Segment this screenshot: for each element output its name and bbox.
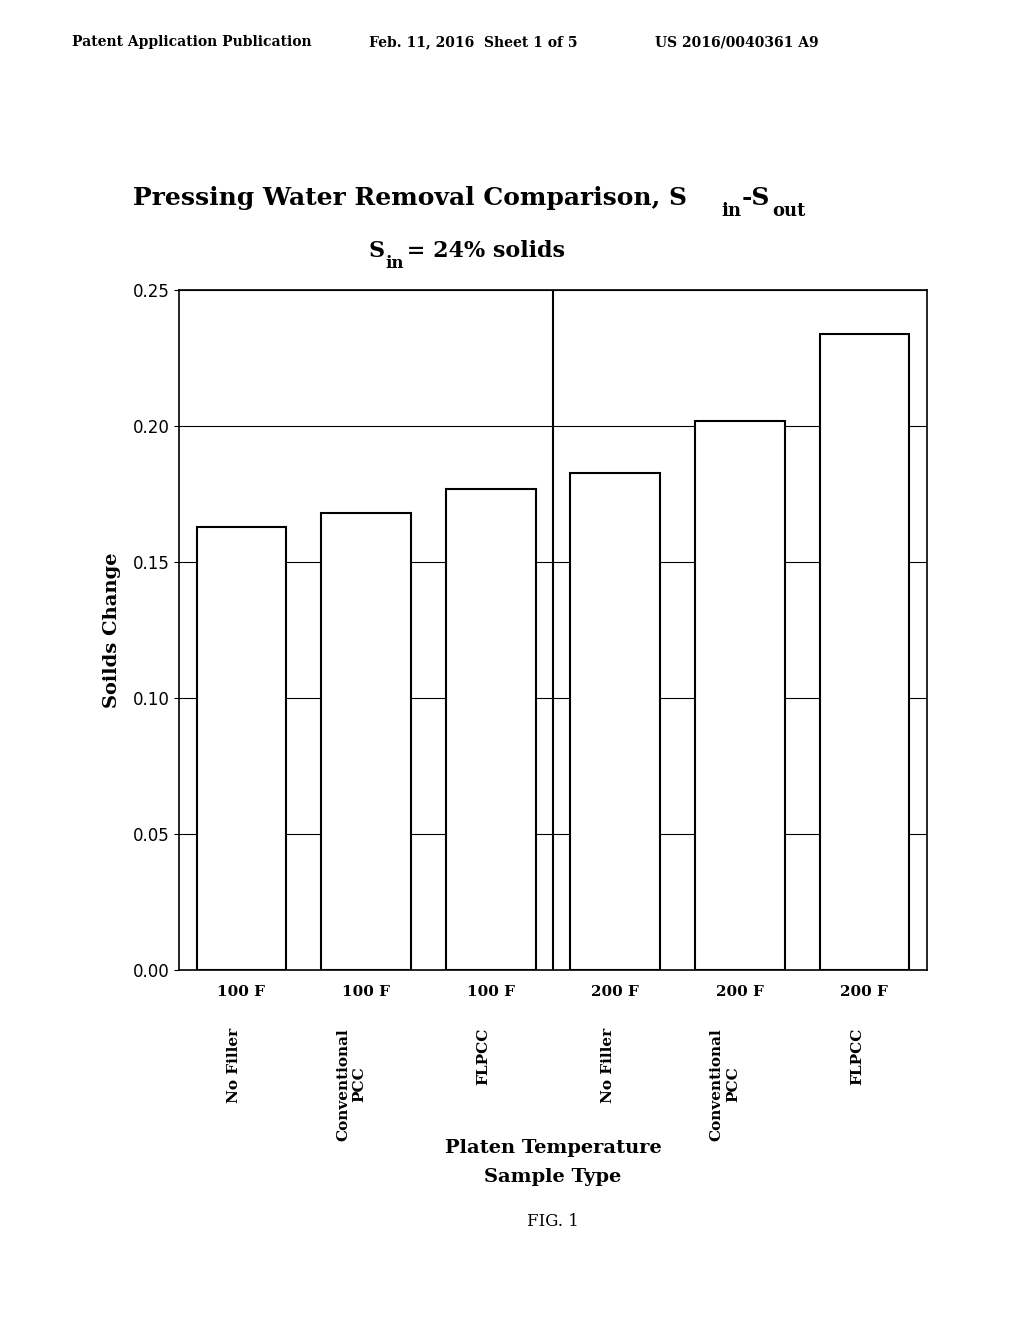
Text: No Filler: No Filler bbox=[227, 1028, 242, 1104]
Text: = 24% solids: = 24% solids bbox=[399, 240, 565, 263]
Text: 100 F: 100 F bbox=[467, 985, 515, 999]
Text: No Filler: No Filler bbox=[601, 1028, 615, 1104]
Text: US 2016/0040361 A9: US 2016/0040361 A9 bbox=[655, 36, 819, 49]
Text: in: in bbox=[385, 255, 403, 272]
Bar bbox=[695, 421, 784, 970]
Text: 200 F: 200 F bbox=[591, 985, 639, 999]
Text: Platen Temperature: Platen Temperature bbox=[444, 1139, 662, 1158]
Y-axis label: Soilds Change: Soilds Change bbox=[103, 553, 122, 708]
Bar bbox=[570, 473, 660, 970]
Text: Pressing Water Removal Comparison, S: Pressing Water Removal Comparison, S bbox=[133, 186, 687, 210]
Text: 200 F: 200 F bbox=[716, 985, 764, 999]
Text: Feb. 11, 2016  Sheet 1 of 5: Feb. 11, 2016 Sheet 1 of 5 bbox=[369, 36, 578, 49]
Text: 100 F: 100 F bbox=[342, 985, 390, 999]
Bar bbox=[322, 513, 411, 970]
Text: 100 F: 100 F bbox=[217, 985, 265, 999]
Text: FLPCC: FLPCC bbox=[476, 1028, 490, 1085]
Text: Conventional
PCC: Conventional PCC bbox=[710, 1028, 739, 1140]
Text: out: out bbox=[772, 202, 806, 220]
Bar bbox=[445, 488, 536, 970]
Bar bbox=[819, 334, 909, 970]
Text: S: S bbox=[369, 240, 385, 263]
Text: in: in bbox=[721, 202, 741, 220]
Text: Sample Type: Sample Type bbox=[484, 1168, 622, 1187]
Text: FLPCC: FLPCC bbox=[850, 1028, 864, 1085]
Bar bbox=[197, 527, 287, 970]
Text: Conventional
PCC: Conventional PCC bbox=[336, 1028, 367, 1140]
Text: FIG. 1: FIG. 1 bbox=[527, 1213, 579, 1229]
Text: Patent Application Publication: Patent Application Publication bbox=[72, 36, 311, 49]
Text: -S: -S bbox=[741, 186, 770, 210]
Text: 200 F: 200 F bbox=[841, 985, 889, 999]
